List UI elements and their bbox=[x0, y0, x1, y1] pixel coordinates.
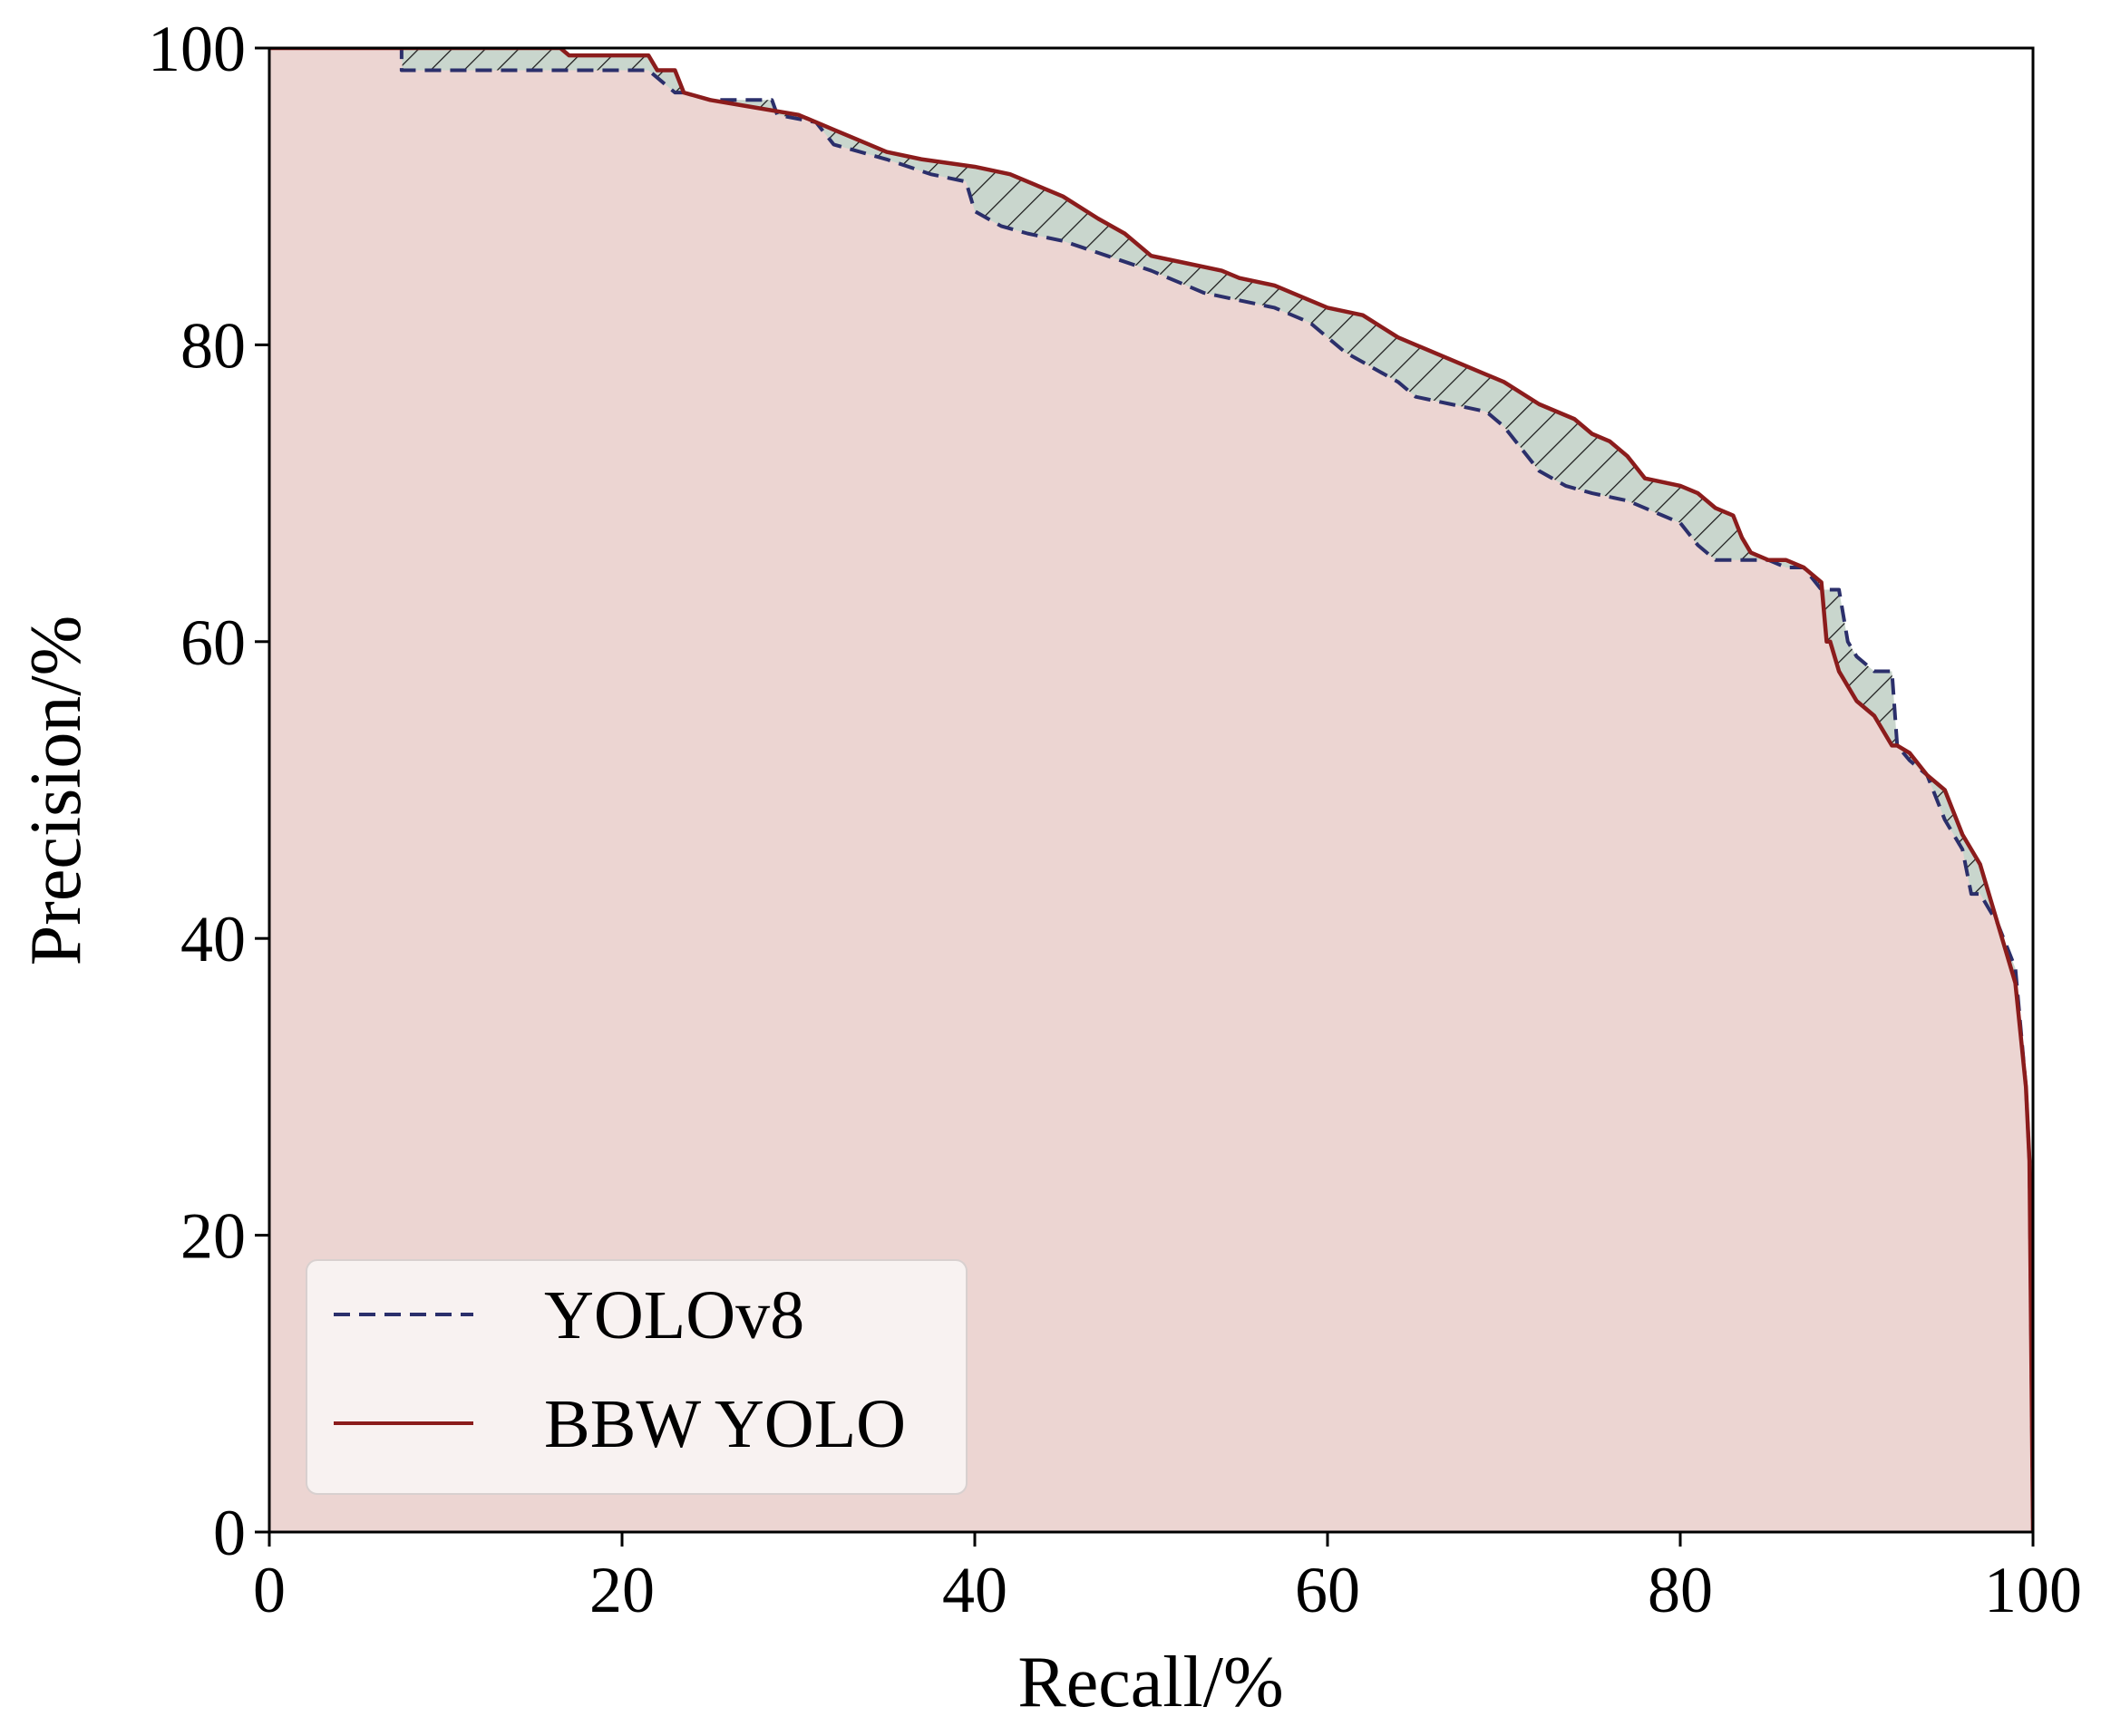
series-line-yolov8 bbox=[269, 48, 2033, 1532]
y-tick-label: 80 bbox=[180, 309, 246, 382]
y-axis-ticks: 0 20 40 60 80 100 bbox=[148, 13, 269, 1569]
x-tick-label: 40 bbox=[942, 1554, 1007, 1626]
y-axis-label: Precision/% bbox=[16, 616, 96, 966]
x-tick-label: 0 bbox=[253, 1554, 286, 1626]
x-axis-label: Recall/% bbox=[1017, 1643, 1283, 1722]
plot-frame bbox=[267, 46, 2035, 1534]
plot-layer bbox=[269, 48, 2033, 1532]
series-line-bbw-yolo bbox=[269, 48, 2033, 1532]
x-axis-ticks: 0 20 40 60 80 100 bbox=[253, 1532, 2082, 1626]
y-tick-label: 0 bbox=[213, 1497, 246, 1569]
area-under-bbw-yolo bbox=[269, 48, 2033, 1532]
legend-box bbox=[306, 1259, 968, 1495]
x-tick-label: 20 bbox=[589, 1554, 655, 1626]
legend-label-yolov8: YOLOv8 bbox=[544, 1277, 804, 1353]
x-tick-label: 80 bbox=[1648, 1554, 1713, 1626]
legend: YOLOv8 BBW YOLO bbox=[306, 1259, 968, 1495]
legend-label-bbw-yolo: BBW YOLO bbox=[544, 1386, 906, 1462]
x-tick-label: 100 bbox=[1984, 1554, 2082, 1626]
y-tick-label: 100 bbox=[148, 13, 246, 85]
y-tick-label: 40 bbox=[180, 903, 246, 975]
x-tick-label: 60 bbox=[1295, 1554, 1360, 1626]
y-tick-label: 60 bbox=[180, 606, 246, 679]
y-tick-label: 20 bbox=[180, 1200, 246, 1273]
